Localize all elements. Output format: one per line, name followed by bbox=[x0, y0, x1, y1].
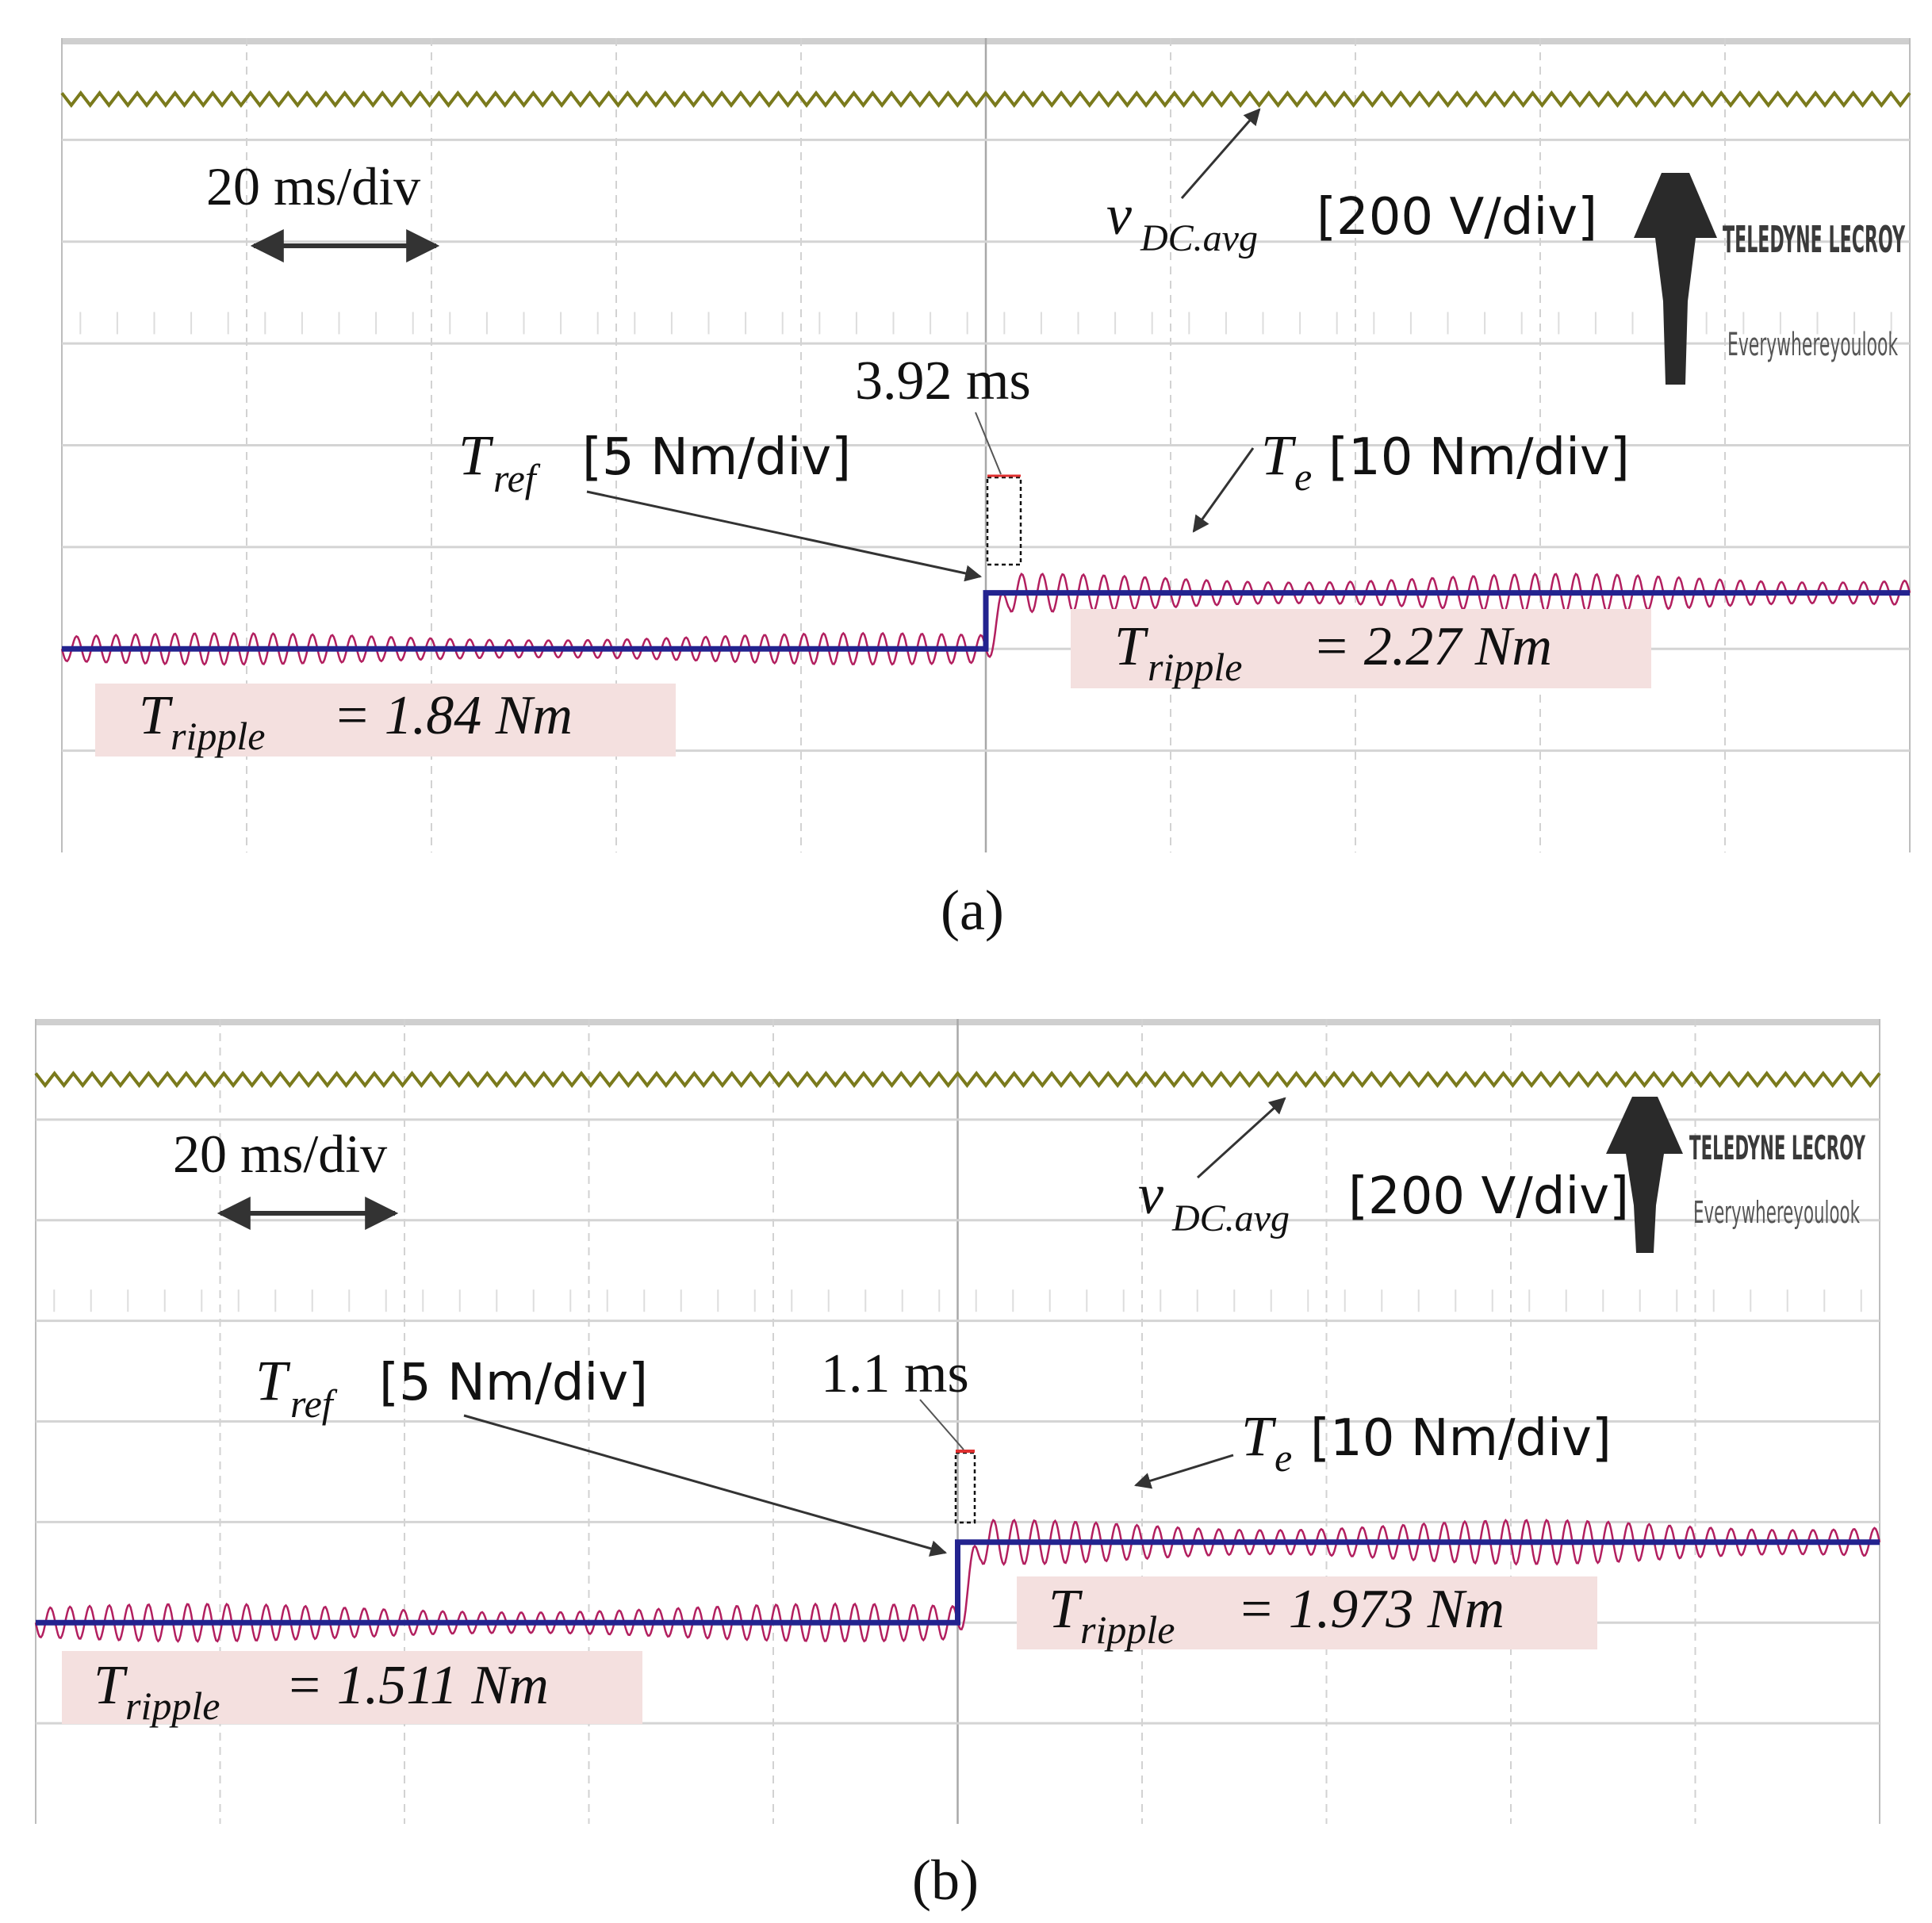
ripple-before-box-a bbox=[95, 684, 676, 757]
ripple-before-symbol-b: T bbox=[94, 1655, 128, 1716]
vdc-pointer-b bbox=[1196, 1097, 1286, 1179]
logo-tagline-b: Everywhereyoulook bbox=[1693, 1195, 1860, 1230]
tref-label-scale-b: [5 Nm/div] bbox=[379, 1354, 648, 1412]
te-label-symbol-a: T bbox=[1261, 423, 1297, 487]
tref-label-symbol-a: T bbox=[458, 423, 494, 487]
ripple-after-value-a: = 2.27 Nm bbox=[1313, 616, 1552, 677]
panel-a: 20 ms/div v DC.avg [200 V/div] 3.92 ms T… bbox=[60, 38, 1911, 942]
traces-a bbox=[60, 90, 1911, 666]
logo-brand-b: TELEDYNE LECROY bbox=[1689, 1128, 1865, 1167]
panel-caption-b: (b) bbox=[912, 1848, 979, 1912]
vdc-trace bbox=[60, 90, 1911, 108]
vdc-label-subscript-a: DC.avg bbox=[1140, 217, 1258, 259]
tref-label-subscript-b: ref bbox=[290, 1381, 338, 1426]
te-pointer-b bbox=[1133, 1454, 1234, 1489]
ripple-after-subscript-b: ripple bbox=[1080, 1607, 1175, 1652]
vdc-label-scale-a: [200 V/div] bbox=[1317, 188, 1597, 247]
logo-tagline-a: Everywhereyoulook bbox=[1727, 327, 1898, 363]
ripple-before-box-b bbox=[62, 1651, 642, 1724]
response-time-marker-a bbox=[986, 476, 1022, 566]
response-time-leader-a bbox=[975, 412, 1002, 475]
vdc-trace bbox=[34, 1071, 1881, 1088]
ripple-after-symbol-a: T bbox=[1114, 616, 1149, 677]
scope-grid-b bbox=[35, 1019, 1880, 1824]
logo-mark-icon bbox=[1634, 173, 1717, 385]
te-label-scale-a: [10 Nm/div] bbox=[1328, 428, 1630, 487]
ripple-after-value-b: = 1.973 Nm bbox=[1237, 1579, 1505, 1640]
response-time-leader-b bbox=[919, 1399, 964, 1450]
vdc-label-subscript-b: DC.avg bbox=[1171, 1197, 1290, 1239]
tref-label-symbol-b: T bbox=[255, 1349, 291, 1412]
tref-trace bbox=[62, 590, 1910, 652]
ripple-after-symbol-b: T bbox=[1048, 1579, 1083, 1640]
vdc-label-symbol-b: v bbox=[1138, 1163, 1163, 1226]
tref-label-subscript-a: ref bbox=[493, 456, 541, 500]
timebase-label-a: 20 ms/div bbox=[206, 156, 420, 216]
te-pointer-a bbox=[1192, 447, 1255, 533]
ripple-after-box-a bbox=[1071, 609, 1651, 688]
tref-pointer-a bbox=[586, 490, 983, 582]
te-label-symbol-b: T bbox=[1241, 1404, 1277, 1468]
ripple-after-box-b bbox=[1017, 1576, 1597, 1649]
ripple-before-subscript-b: ripple bbox=[125, 1684, 220, 1728]
te-label-subscript-b: e bbox=[1275, 1435, 1292, 1480]
traces-b bbox=[34, 1071, 1881, 1643]
vdc-pointer-a bbox=[1180, 108, 1261, 199]
logo-brand-a: TELEDYNE LECROY bbox=[1723, 218, 1905, 261]
panel-caption-a: (a) bbox=[941, 879, 1004, 942]
timebase-label-b: 20 ms/div bbox=[173, 1124, 387, 1184]
ripple-before-symbol-a: T bbox=[139, 685, 174, 746]
panel-b: 20 ms/div v DC.avg [200 V/div] 1.1 ms T … bbox=[34, 1019, 1881, 1912]
ripple-before-value-b: = 1.511 Nm bbox=[286, 1655, 549, 1716]
vdc-label-symbol-a: v bbox=[1106, 183, 1132, 247]
response-time-label-a: 3.92 ms bbox=[855, 351, 1031, 412]
tref-pointer-b bbox=[463, 1414, 948, 1557]
tref-label-scale-a: [5 Nm/div] bbox=[582, 428, 851, 487]
te-label-scale-b: [10 Nm/div] bbox=[1310, 1409, 1612, 1468]
te-label-subscript-a: e bbox=[1294, 454, 1312, 499]
ripple-before-value-a: = 1.84 Nm bbox=[333, 685, 573, 746]
ripple-after-subscript-a: ripple bbox=[1148, 645, 1242, 689]
vdc-label-scale-b: [200 V/div] bbox=[1348, 1167, 1629, 1226]
ripple-before-subscript-a: ripple bbox=[171, 714, 265, 758]
logo-mark-icon bbox=[1606, 1097, 1683, 1253]
tref-trace bbox=[36, 1539, 1880, 1626]
teledyne-logo-b: TELEDYNE LECROY Everywhereyoulook bbox=[1606, 1097, 1865, 1253]
teledyne-logo-a: TELEDYNE LECROY Everywhereyoulook bbox=[1634, 173, 1905, 385]
response-time-label-b: 1.1 ms bbox=[821, 1343, 969, 1404]
